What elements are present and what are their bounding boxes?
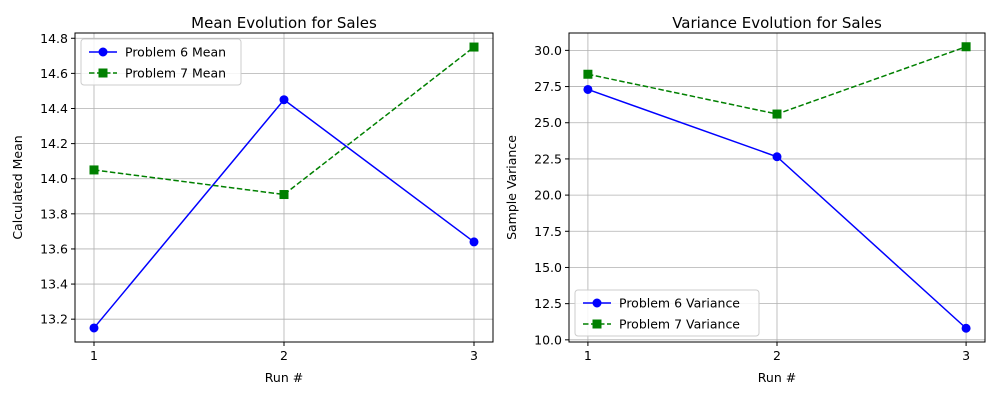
data-point [772,109,782,119]
y-tick-label: 13.6 [40,241,68,256]
y-tick-label: 14.2 [40,136,68,151]
y-tick-label: 13.2 [40,312,68,327]
y-tick-label: 14.8 [40,31,68,46]
y-axis-ticks: 13.2 13.4 13.6 13.8 14.0 14.2 14.4 14.6 14.8 [40,31,75,327]
x-axis-label: Run # [758,370,796,385]
data-point [279,95,289,105]
x-tick-label: 3 [470,348,478,363]
x-tick-label: 2 [280,348,288,363]
data-point [961,42,971,52]
y-tick-label: 14.6 [40,66,68,81]
data-point [772,152,782,162]
x-tick-label: 1 [584,348,592,363]
legend: Problem 6 Mean Problem 7 Mean [80,38,242,86]
chart-title: Variance Evolution for Sales [672,14,882,32]
legend: Problem 6 Variance Problem 7 Variance [574,289,760,337]
x-tick-label: 2 [773,348,781,363]
series-2 [583,42,971,119]
y-tick-label: 15.0 [534,260,562,275]
legend-marker [98,47,108,57]
y-tick-label: 14.0 [40,171,68,186]
y-axis-label: Calculated Mean [10,135,25,239]
y-axis-label: Sample Variance [504,135,519,240]
series-1 [89,95,479,333]
legend-label: Problem 7 Variance [619,317,740,332]
legend-box [80,38,242,86]
y-tick-label: 17.5 [534,224,562,239]
data-point [583,69,593,79]
legend-label: Problem 7 Mean [125,66,226,81]
y-tick-label: 14.4 [40,101,68,116]
y-tick-label: 12.5 [534,296,562,311]
x-axis-label: Run # [265,370,303,385]
x-axis-ticks: 1 2 3 [584,342,970,363]
y-tick-label: 20.0 [534,188,562,203]
chart-panel-1: 1 2 3 13.2 13.4 13.6 13.8 14.0 14.2 14.4 14.6 14.8 M… [10,14,494,385]
legend-entry: Problem 7 Mean [89,66,226,81]
x-tick-label: 3 [962,348,970,363]
series-2 [89,42,479,200]
y-tick-label: 10.0 [534,332,562,347]
legend-entry: Problem 6 Variance [583,296,740,311]
legend-label: Problem 6 Variance [619,296,740,311]
x-tick-label: 1 [90,348,98,363]
chart-panel-2: 1 2 3 10.0 12.5 15.0 17.5 20.0 22.5 25.0 27.5 30.0 V… [504,14,986,385]
y-tick-label: 13.4 [40,277,68,292]
data-point [583,84,593,94]
y-axis-ticks: 10.0 12.5 15.0 17.5 20.0 22.5 25.0 27.5 30.0 [534,43,569,347]
legend-marker [592,298,602,308]
data-point [279,190,289,200]
data-point [89,165,99,175]
data-point [89,323,99,333]
legend-box [574,289,760,337]
chart-title: Mean Evolution for Sales [191,14,377,32]
y-tick-label: 13.8 [40,206,68,221]
data-point [469,237,479,247]
y-tick-label: 27.5 [534,79,562,94]
legend-marker [592,319,602,329]
data-point [961,323,971,333]
y-tick-label: 22.5 [534,151,562,166]
legend-entry: Problem 6 Mean [89,45,226,60]
data-point [469,42,479,52]
legend-label: Problem 6 Mean [125,45,226,60]
x-axis-ticks: 1 2 3 [90,342,478,363]
y-tick-label: 30.0 [534,43,562,58]
legend-entry: Problem 7 Variance [583,317,740,332]
legend-marker [98,68,108,78]
y-tick-label: 25.0 [534,115,562,130]
series-1 [583,84,971,333]
